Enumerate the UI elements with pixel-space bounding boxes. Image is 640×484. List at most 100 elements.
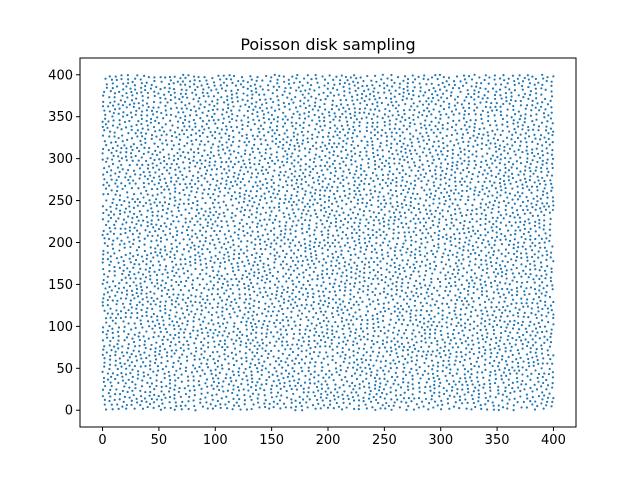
- scatter-point: [514, 343, 517, 346]
- scatter-point: [224, 89, 227, 92]
- scatter-point: [303, 242, 307, 245]
- scatter-point: [191, 241, 194, 244]
- scatter-point: [231, 204, 234, 207]
- scatter-point: [194, 132, 198, 135]
- scatter-point: [322, 303, 325, 307]
- scatter-point: [108, 263, 111, 267]
- scatter-point: [198, 318, 201, 321]
- scatter-point: [150, 315, 153, 318]
- scatter-point: [356, 186, 359, 190]
- scatter-point: [534, 369, 537, 372]
- scatter-point: [265, 382, 268, 386]
- scatter-point: [345, 380, 349, 383]
- scatter-point: [191, 91, 194, 94]
- scatter-point: [331, 241, 334, 245]
- scatter-point: [286, 286, 290, 289]
- scatter-point: [460, 324, 463, 327]
- scatter-point: [481, 334, 484, 337]
- scatter-point: [487, 276, 490, 279]
- scatter-point: [419, 197, 422, 200]
- scatter-point: [492, 408, 496, 411]
- scatter-point: [177, 166, 180, 169]
- scatter-point: [126, 82, 130, 85]
- scatter-point: [433, 260, 436, 263]
- scatter-point: [160, 356, 163, 359]
- scatter-point: [383, 373, 386, 376]
- scatter-point: [164, 268, 167, 271]
- scatter-point: [173, 204, 176, 207]
- scatter-point: [273, 233, 276, 236]
- scatter-point: [254, 168, 258, 171]
- scatter-point: [118, 266, 121, 270]
- scatter-point: [336, 189, 339, 193]
- scatter-point: [283, 256, 287, 259]
- scatter-point: [183, 125, 186, 128]
- scatter-point: [141, 99, 144, 102]
- scatter-point: [320, 392, 323, 396]
- scatter-point: [499, 221, 502, 224]
- scatter-point: [478, 384, 481, 387]
- scatter-point: [288, 143, 292, 146]
- scatter-point: [359, 327, 363, 330]
- scatter-point: [361, 318, 364, 322]
- scatter-point: [129, 87, 132, 90]
- scatter-point: [401, 155, 404, 158]
- scatter-point: [163, 406, 166, 409]
- scatter-point: [114, 322, 117, 325]
- scatter-point: [152, 106, 155, 109]
- scatter-point: [348, 362, 351, 365]
- scatter-point: [195, 288, 198, 292]
- scatter-point: [382, 257, 385, 260]
- scatter-point: [128, 356, 131, 359]
- scatter-point: [310, 304, 313, 307]
- scatter-point: [358, 228, 361, 232]
- scatter-point: [256, 282, 259, 285]
- scatter-point: [258, 151, 261, 154]
- scatter-point: [141, 326, 144, 329]
- scatter-point: [125, 289, 129, 292]
- scatter-point: [320, 284, 323, 287]
- scatter-point: [376, 177, 380, 180]
- scatter-point: [438, 221, 441, 224]
- scatter-point: [168, 401, 171, 404]
- scatter-point: [155, 379, 158, 382]
- scatter-point: [454, 359, 457, 362]
- scatter-point: [349, 200, 353, 203]
- scatter-point: [415, 318, 418, 321]
- scatter-point: [242, 79, 245, 82]
- scatter-point: [450, 389, 454, 392]
- scatter-point: [368, 393, 371, 396]
- scatter-point: [363, 170, 366, 173]
- scatter-point: [424, 397, 428, 401]
- scatter-point: [454, 306, 457, 309]
- scatter-point: [248, 158, 251, 161]
- scatter-point: [460, 262, 463, 265]
- scatter-point: [379, 360, 382, 363]
- scatter-point: [263, 402, 266, 405]
- scatter-point: [326, 248, 329, 251]
- scatter-point: [487, 399, 490, 402]
- scatter-point: [101, 370, 104, 373]
- scatter-point: [341, 350, 344, 354]
- scatter-point: [461, 274, 464, 278]
- scatter-point: [496, 288, 499, 291]
- scatter-point: [320, 369, 323, 372]
- scatter-point: [436, 206, 440, 209]
- scatter-point: [291, 125, 294, 128]
- scatter-point: [319, 145, 322, 149]
- scatter-point: [212, 81, 216, 84]
- scatter-point: [241, 260, 244, 263]
- scatter-point: [431, 253, 435, 256]
- scatter-point: [189, 220, 192, 223]
- scatter-point: [245, 189, 248, 192]
- scatter-point: [254, 336, 257, 339]
- scatter-point: [182, 151, 185, 154]
- scatter-point: [293, 148, 296, 151]
- scatter-point: [182, 161, 185, 164]
- scatter-point: [280, 229, 283, 233]
- scatter-point: [286, 307, 289, 310]
- scatter-point: [470, 373, 473, 376]
- scatter-point: [429, 317, 433, 320]
- scatter-point: [267, 264, 270, 267]
- scatter-point: [136, 135, 139, 138]
